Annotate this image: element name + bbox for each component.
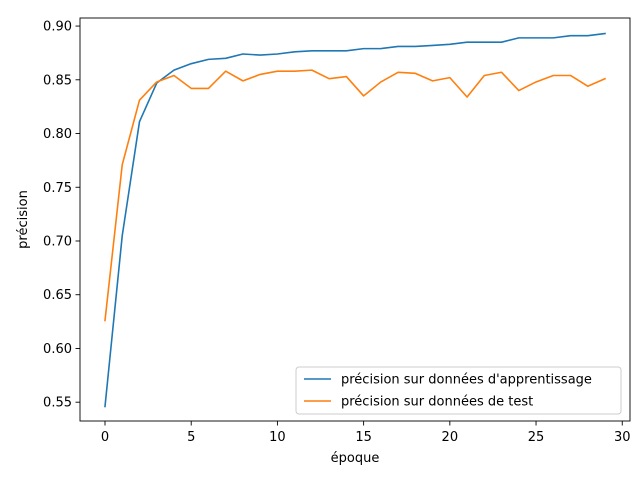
legend-label-0: précision sur données d'apprentissage — [341, 373, 592, 388]
x-tick-label: 5 — [187, 430, 195, 445]
y-tick-label: 0.90 — [43, 20, 72, 35]
x-tick-label: 30 — [614, 430, 631, 445]
x-tick-label: 25 — [528, 430, 545, 445]
x-axis-label: époque — [331, 451, 380, 466]
legend-label-1: précision sur données de test — [341, 395, 533, 410]
y-tick-label: 0.70 — [43, 234, 72, 249]
legend: précision sur données d'apprentissage pré… — [295, 366, 622, 415]
series-layer — [104, 32, 607, 408]
series-line-0 — [104, 32, 606, 408]
y-tick-label: 0.75 — [43, 181, 72, 196]
x-tick-label: 0 — [101, 430, 109, 445]
y-tick-label: 0.55 — [43, 396, 72, 411]
y-tick-label: 0.65 — [43, 288, 72, 303]
axes-frame — [79, 17, 631, 422]
y-axis-label: précision — [16, 190, 31, 249]
y-tick-label: 0.80 — [43, 127, 72, 142]
series-line-1 — [104, 69, 607, 322]
x-tick-label: 10 — [269, 430, 286, 445]
x-tick-label: 20 — [442, 430, 459, 445]
y-tick-label: 0.85 — [43, 73, 72, 88]
axes-layer: 0 5 10 15 20 25 30 0.55 0.60 0.65 0.70 0.75 0.80 0.85… — [43, 17, 631, 445]
y-tick-label: 0.60 — [43, 342, 72, 357]
x-tick-label: 15 — [355, 430, 372, 445]
legend-box — [295, 366, 622, 415]
